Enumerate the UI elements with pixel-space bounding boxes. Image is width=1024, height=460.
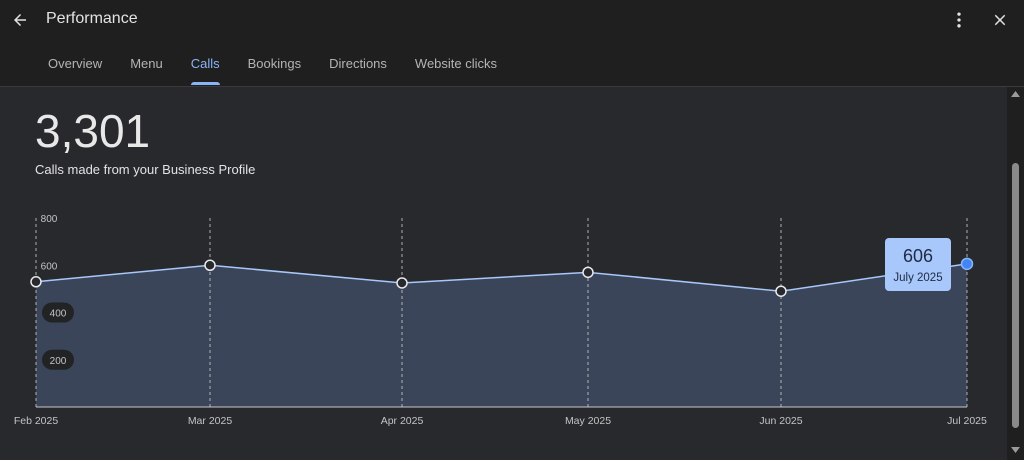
- tab-menu[interactable]: Menu: [130, 56, 163, 71]
- calls-chart: 800 600 400 200 Feb 2025 Mar 2025 Apr 2025 May …: [14, 214, 987, 427]
- tab-directions[interactable]: Directions: [329, 56, 387, 71]
- data-point-may-2025[interactable]: [582, 266, 594, 279]
- scrollbar-thumb[interactable]: [1012, 163, 1019, 428]
- data-point-jun-2025[interactable]: [775, 285, 787, 297]
- total-calls-value: 3,301: [35, 105, 151, 157]
- chart-line: [35, 263, 968, 292]
- tooltip-box: [885, 238, 951, 291]
- top-app-bar: Performance Overview Menu Calls Bookings…: [0, 0, 1024, 87]
- x-tick-label-0: Feb 2025: [14, 415, 59, 427]
- back-button[interactable]: [6, 6, 34, 34]
- more-vert-icon: [957, 12, 961, 28]
- tab-overview[interactable]: Overview: [48, 56, 103, 71]
- close-icon: [994, 14, 1006, 26]
- tab-website-clicks[interactable]: Website clicks: [414, 56, 498, 71]
- y-tick-label-800: 800: [41, 214, 58, 225]
- scrollbar[interactable]: [1007, 87, 1024, 460]
- data-point-apr-2025[interactable]: [396, 277, 408, 289]
- y-tick-label-600: 600: [41, 261, 58, 272]
- tooltip-label: July 2025: [893, 272, 942, 284]
- data-point-mar-2025[interactable]: [204, 259, 216, 271]
- calls-panel: 3,301 Calls made from your Business Prof…: [0, 87, 1007, 460]
- total-calls-description: Calls made from your Business Profile: [35, 162, 256, 177]
- x-tick-label-4: Jun 2025: [759, 415, 802, 427]
- data-point-feb-2025[interactable]: [30, 276, 42, 288]
- scroll-down-arrow-icon[interactable]: [1010, 445, 1021, 455]
- tab-bar: Overview Menu Calls Bookings Directions …: [34, 50, 511, 86]
- close-button[interactable]: [986, 6, 1014, 34]
- y-tick-pill-400: [42, 302, 74, 323]
- tab-calls[interactable]: Calls: [177, 50, 234, 86]
- y-tick-label-400: 400: [50, 309, 67, 320]
- y-tick-label-200: 200: [50, 356, 67, 367]
- x-tick-label-5: Jul 2025: [947, 415, 987, 427]
- more-options-button[interactable]: [946, 6, 972, 34]
- page-title: Performance: [46, 10, 138, 27]
- scroll-up-arrow-icon[interactable]: [1010, 89, 1021, 99]
- x-tick-label-1: Mar 2025: [188, 415, 233, 427]
- tooltip-value: 606: [903, 246, 933, 266]
- tab-bookings[interactable]: Bookings: [247, 56, 302, 71]
- chart-area: [36, 263, 967, 407]
- y-tick-pill-200: [42, 349, 74, 370]
- x-tick-label-3: May 2025: [565, 415, 611, 427]
- data-point-jul-2025[interactable]: [960, 257, 974, 271]
- arrow-back-icon: [14, 14, 26, 26]
- x-tick-label-2: Apr 2025: [381, 415, 424, 427]
